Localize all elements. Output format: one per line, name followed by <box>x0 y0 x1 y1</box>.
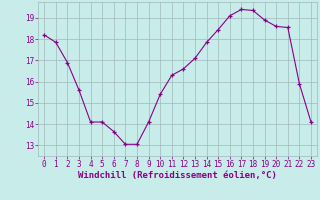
X-axis label: Windchill (Refroidissement éolien,°C): Windchill (Refroidissement éolien,°C) <box>78 171 277 180</box>
